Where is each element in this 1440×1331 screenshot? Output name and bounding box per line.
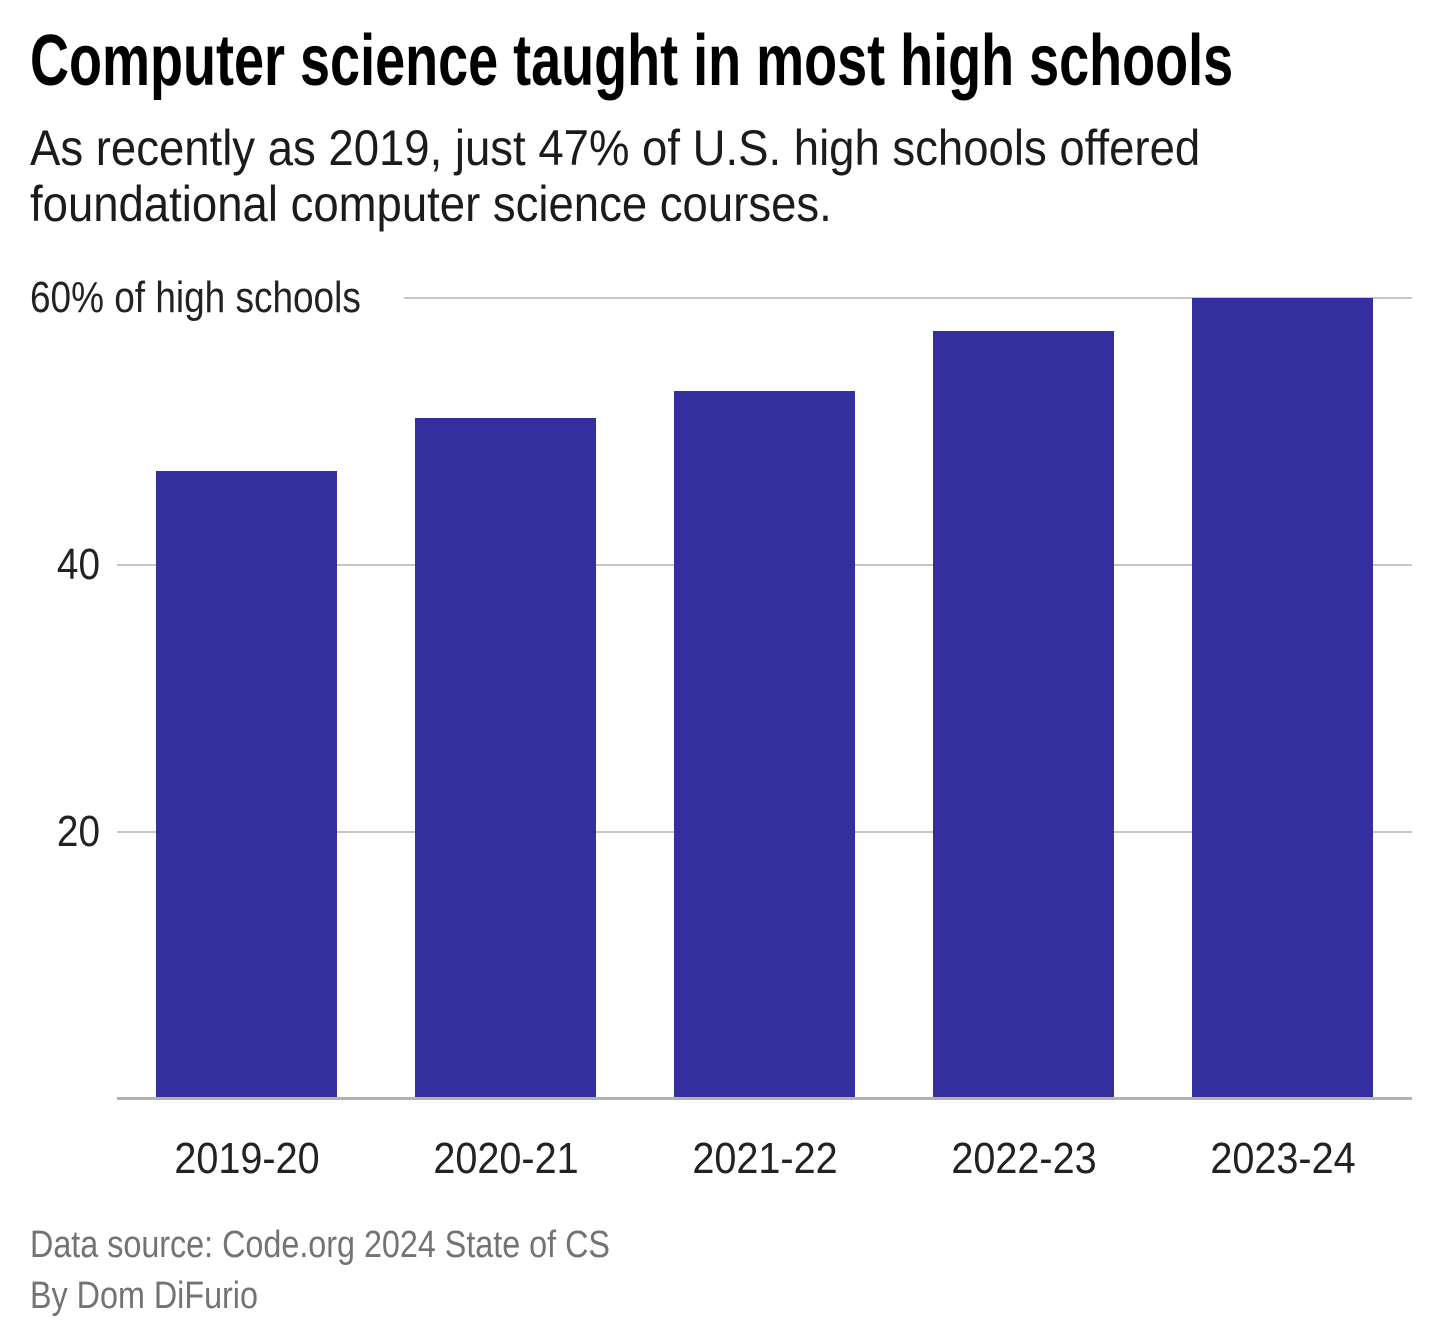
bar-2023-24: [1192, 297, 1373, 1099]
chart-subtitle-line-1: As recently as 2019, just 47% of U.S. hi…: [30, 120, 1201, 176]
x-tick-label-2021-22: 2021-22: [691, 1134, 838, 1183]
x-tick-label-2022-23: 2022-23: [950, 1134, 1097, 1183]
footer-source: Data source: Code.org 2024 State of CS: [30, 1224, 610, 1266]
chart-subtitle-line-2: foundational computer science courses.: [30, 176, 832, 232]
y-tick-label-40: 40: [56, 539, 100, 589]
x-axis-line: [117, 1097, 1412, 1100]
x-tick-label-2020-21: 2020-21: [432, 1134, 579, 1183]
gridline-60: [404, 296, 1412, 299]
bar-2022-23: [933, 331, 1114, 1099]
bar-2019-20: [156, 471, 337, 1099]
bar-2020-21: [415, 417, 596, 1099]
bar-2021-22: [674, 391, 855, 1099]
y-tick-label-20: 20: [56, 806, 100, 856]
footer-byline: By Dom DiFurio: [30, 1275, 258, 1317]
y-axis-unit-label: 60% of high schools: [30, 272, 361, 322]
chart-title: Computer science taught in most high sch…: [30, 21, 1234, 101]
x-tick-label-2019-20: 2019-20: [173, 1134, 320, 1183]
x-tick-label-2023-24: 2023-24: [1209, 1134, 1356, 1183]
